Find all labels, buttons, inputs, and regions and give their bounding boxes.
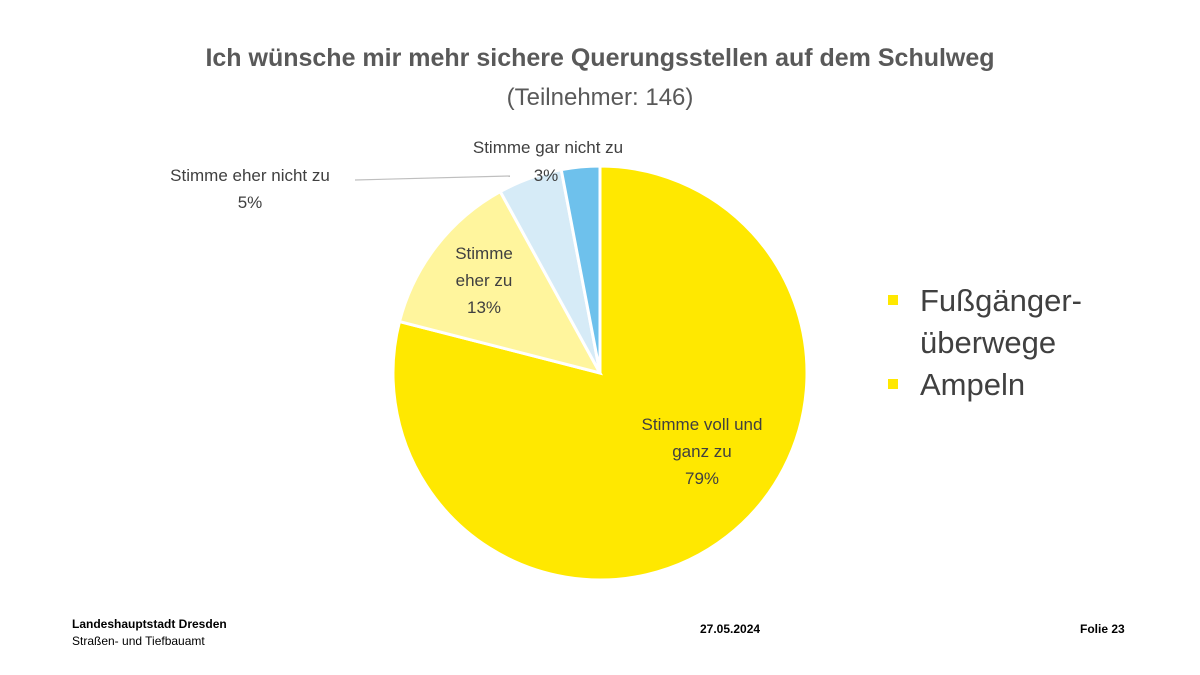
slice-label-0: Stimme voll und [642,415,763,434]
slice-label-1: Stimme [455,244,513,263]
pie-slice-3 [559,164,602,374]
footer-org-name: Landeshauptstadt Dresden [72,617,227,631]
legend-item-fussgaengerueberwege: Fußgänger-überwege [888,280,1100,364]
slice-value-label-1: 13% [467,298,501,317]
slice-value-label-2: 5% [238,193,263,212]
legend-bullet-icon [888,295,898,305]
footer-slide-number: Folie 23 [1080,622,1125,636]
chart-title: Ich wünsche mir mehr sichere Querungsste… [205,44,995,72]
slice-label-0: ganz zu [672,442,732,461]
slice-label-2: Stimme eher nicht zu [170,166,330,185]
legend-item-ampeln: Ampeln [888,364,1100,406]
footer-date: 27.05.2024 [700,622,761,636]
legend-label: Ampeln [920,366,1026,402]
legend: Fußgänger-überwege Ampeln [888,280,1100,406]
footer-organization: Landeshauptstadt Dresden Straßen- und Ti… [72,616,227,651]
legend-bullet-icon [888,378,898,389]
slice-label-1: eher zu [456,271,513,290]
slice-value-label-3: 3% [534,166,559,185]
slice-value-label-0: 79% [685,469,719,488]
leader-line-2 [354,175,511,181]
pie-slice-1 [397,189,603,376]
legend-label: Fußgänger-überwege [920,283,1082,360]
chart-subtitle: (Teilnehmer: 146) [506,84,694,111]
footer-department: Straßen- und Tiefbauamt [72,634,205,649]
slice-label-3: Stimme gar nicht zu [473,138,623,157]
